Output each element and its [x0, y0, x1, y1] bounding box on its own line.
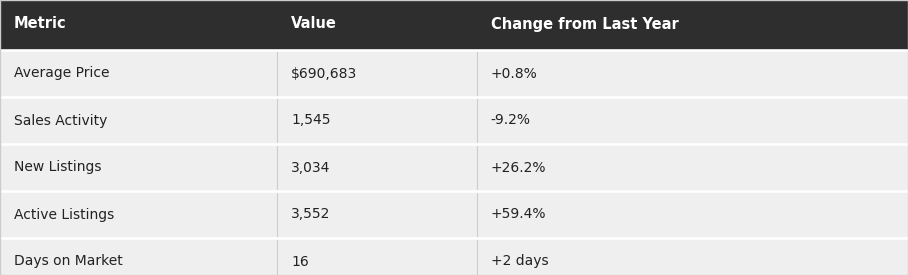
Text: Active Listings: Active Listings: [14, 208, 114, 221]
Bar: [0, 146, 908, 189]
Text: +2 days: +2 days: [490, 254, 548, 268]
Text: -9.2%: -9.2%: [490, 114, 530, 128]
Text: +0.8%: +0.8%: [490, 67, 538, 81]
Bar: [0, 240, 908, 275]
Text: +59.4%: +59.4%: [490, 208, 547, 221]
Bar: [0, 0, 908, 48]
Text: 3,552: 3,552: [291, 208, 331, 221]
Text: Metric: Metric: [14, 16, 66, 32]
Text: Value: Value: [291, 16, 337, 32]
Bar: [0, 193, 908, 236]
Text: Sales Activity: Sales Activity: [14, 114, 107, 128]
Text: +26.2%: +26.2%: [490, 161, 547, 175]
Bar: [0, 52, 908, 95]
Text: 1,545: 1,545: [291, 114, 331, 128]
Text: New Listings: New Listings: [14, 161, 102, 175]
Text: 3,034: 3,034: [291, 161, 331, 175]
Text: Change from Last Year: Change from Last Year: [490, 16, 678, 32]
Text: $690,683: $690,683: [291, 67, 357, 81]
Text: 16: 16: [291, 254, 309, 268]
Bar: [0, 99, 908, 142]
Text: Average Price: Average Price: [14, 67, 110, 81]
Text: Days on Market: Days on Market: [14, 254, 123, 268]
